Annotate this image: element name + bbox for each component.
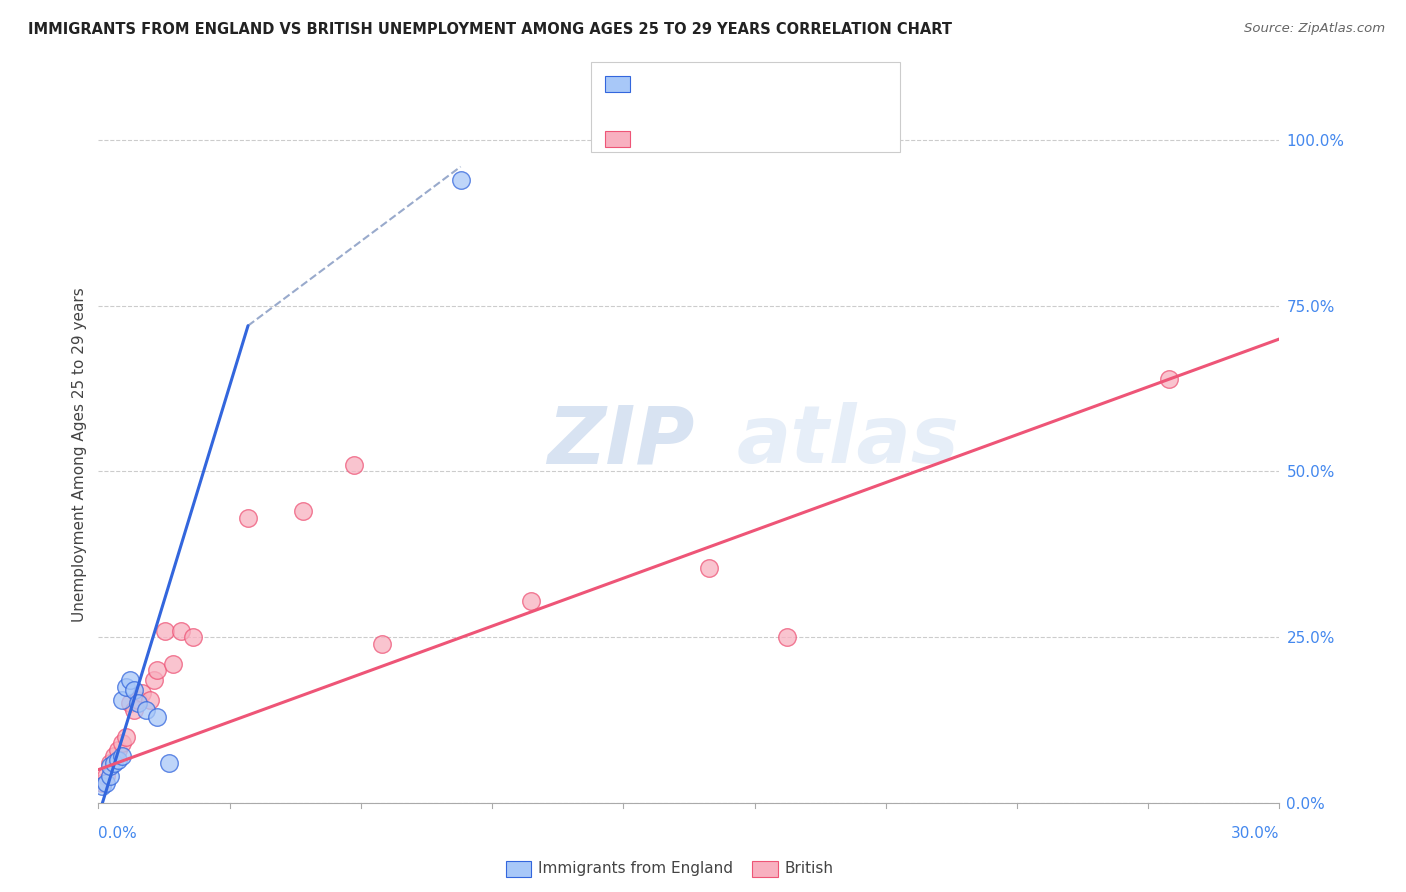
Point (343, 458, 366, 472)
Point (103, 756, 125, 770)
Point (127, 693, 149, 707)
Point (96, 769, 118, 783)
Point (697, 560, 720, 574)
Point (91, 776, 114, 790)
Point (520, 593, 543, 607)
Point (118, 697, 141, 711)
Point (146, 709, 169, 723)
Point (1159, 372, 1181, 386)
Point (776, 630, 799, 644)
Point (135, 703, 157, 717)
Point (98, 769, 121, 783)
Text: British: British (785, 862, 834, 876)
Point (118, 673, 141, 688)
Text: ZIP: ZIP (547, 402, 695, 480)
Text: atlas: atlas (737, 402, 959, 480)
Y-axis label: Unemployment Among Ages 25 to 29 years: Unemployment Among Ages 25 to 29 years (72, 287, 87, 623)
Text: 30.0%: 30.0% (1232, 826, 1279, 841)
Point (181, 630, 204, 644)
Point (170, 624, 193, 638)
Point (96, 776, 118, 790)
Point (103, 749, 125, 764)
Point (115, 730, 138, 744)
Point (142, 673, 165, 688)
Text: R = 0.794: R = 0.794 (638, 77, 721, 91)
Point (146, 663, 169, 677)
Text: Source: ZipAtlas.com: Source: ZipAtlas.com (1244, 22, 1385, 36)
Point (127, 697, 149, 711)
Point (371, 637, 394, 651)
Point (107, 753, 129, 767)
Text: N = 16: N = 16 (752, 77, 810, 91)
Text: N = 26: N = 26 (752, 132, 810, 146)
Point (122, 703, 145, 717)
Point (98, 756, 121, 770)
Text: IMMIGRANTS FROM ENGLAND VS BRITISH UNEMPLOYMENT AMONG AGES 25 TO 29 YEARS CORREL: IMMIGRANTS FROM ENGLAND VS BRITISH UNEMP… (28, 22, 952, 37)
Point (157, 756, 180, 770)
Text: R = 0.784: R = 0.784 (638, 132, 721, 146)
Point (111, 693, 134, 707)
Point (450, 173, 472, 187)
Point (292, 504, 315, 518)
Point (236, 511, 259, 525)
Point (111, 749, 134, 764)
Point (122, 683, 145, 698)
Point (98, 759, 121, 773)
Text: 0.0%: 0.0% (98, 826, 138, 841)
Point (155, 624, 177, 638)
Text: Immigrants from England: Immigrants from England (538, 862, 734, 876)
Point (131, 686, 153, 700)
Point (111, 736, 134, 750)
Point (138, 693, 160, 707)
Point (115, 680, 138, 694)
Point (91, 779, 114, 793)
Point (107, 743, 129, 757)
Point (162, 657, 184, 671)
